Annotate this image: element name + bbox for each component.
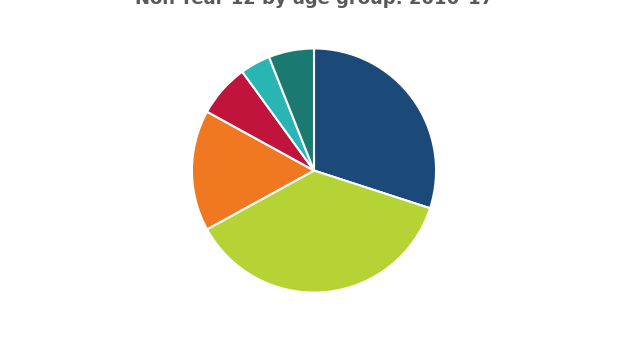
- Wedge shape: [192, 112, 314, 229]
- Wedge shape: [207, 72, 314, 171]
- Wedge shape: [314, 48, 436, 208]
- Wedge shape: [242, 57, 314, 171]
- Wedge shape: [269, 48, 314, 171]
- Title: Non-Year 12 by age group: 2016–17: Non-Year 12 by age group: 2016–17: [135, 0, 493, 8]
- Wedge shape: [207, 171, 430, 293]
